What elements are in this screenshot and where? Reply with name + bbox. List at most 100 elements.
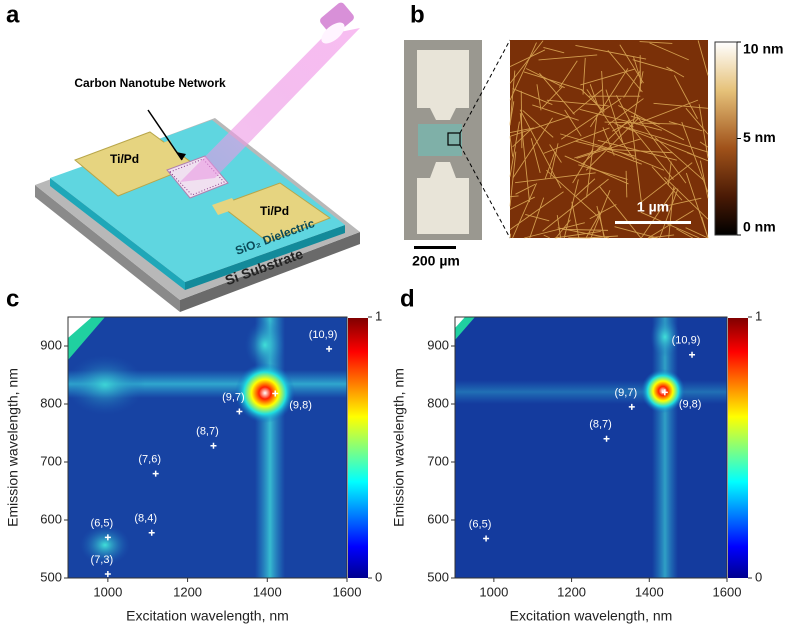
- afm-fiber: [649, 42, 689, 61]
- afm-fiber: [607, 50, 643, 93]
- point-label: (6,5): [469, 518, 492, 530]
- point-label: (9,8): [289, 399, 312, 411]
- afm-fiber: [664, 176, 709, 220]
- afm-fiber: [509, 49, 546, 68]
- colorbar: [348, 318, 368, 578]
- plot-frame: [67, 316, 348, 579]
- afm-fiber: [558, 60, 578, 88]
- colorbar-tick-label: 1: [375, 308, 382, 323]
- afm-fiber: [509, 196, 535, 210]
- afm-fiber: [560, 133, 613, 150]
- device-diagram: [35, 2, 360, 312]
- afm-fiber: [618, 105, 685, 141]
- y-tick-label: 500: [427, 569, 449, 584]
- afm-fiber: [581, 119, 630, 166]
- afm-fiber: [597, 148, 673, 154]
- afm-fiber: [651, 166, 683, 201]
- afm-fiber: [676, 228, 694, 239]
- afm-fiber: [636, 162, 693, 206]
- colorbar-tick-label: 0 nm: [743, 219, 776, 235]
- afm-fiber: [615, 95, 634, 128]
- panel-label: a: [6, 1, 20, 28]
- afm-fiber: [589, 84, 599, 106]
- afm-fiber: [686, 152, 709, 162]
- afm-scale-label: 1 µm: [637, 199, 669, 215]
- afm-fiber: [648, 234, 675, 239]
- afm-fiber: [585, 117, 640, 171]
- afm-fiber: [620, 151, 665, 171]
- afm-fiber: [536, 84, 542, 111]
- afm-fiber: [589, 204, 617, 220]
- optical-micrograph: [404, 39, 511, 249]
- afm-fiber: [634, 113, 687, 184]
- afm-fiber: [560, 98, 622, 140]
- point-label: (9,7): [614, 387, 637, 399]
- afm-fiber: [509, 151, 517, 207]
- afm-fiber: [514, 172, 596, 184]
- x-tick-label: 1000: [479, 584, 508, 599]
- afm-fiber: [509, 70, 516, 126]
- afm-fiber: [607, 98, 644, 126]
- panel-label: c: [6, 285, 19, 312]
- afm-fiber: [542, 178, 609, 232]
- afm-fiber: [666, 197, 702, 207]
- afm-fiber: [523, 71, 583, 91]
- point-label: (10,9): [672, 335, 701, 347]
- afm-fiber: [632, 59, 673, 72]
- point-label: (6,5): [91, 517, 114, 529]
- y-tick-label: 900: [40, 337, 62, 352]
- y-tick-label: 700: [40, 453, 62, 468]
- y-axis-label: Emission wavelength, nm: [5, 368, 21, 527]
- point-marker: [104, 534, 111, 541]
- afm-fiber: [654, 137, 704, 181]
- point-marker: [152, 470, 159, 477]
- point-marker: [689, 351, 696, 358]
- afm-fiber: [639, 41, 673, 44]
- afm-fiber: [681, 121, 709, 193]
- afm-fiber: [601, 70, 605, 113]
- afm-fiber: [685, 227, 709, 239]
- afm-fiber: [574, 140, 636, 157]
- x-axis-label: Excitation wavelength, nm: [510, 608, 673, 624]
- afm-fiber: [509, 121, 520, 177]
- afm-fiber: [614, 226, 658, 239]
- afm-fiber: [509, 42, 537, 101]
- afm-fiber: [550, 143, 559, 178]
- point-marker: [104, 570, 111, 577]
- y-tick-label: 800: [40, 395, 62, 410]
- x-tick-label: 1400: [253, 584, 282, 599]
- colorbar-tick-label: 0: [375, 569, 382, 584]
- afm-fiber: [611, 118, 636, 132]
- afm-fiber: [546, 99, 609, 107]
- afm-fiber: [685, 107, 709, 135]
- y-tick-label: 600: [40, 511, 62, 526]
- point-label: (7,6): [138, 454, 161, 466]
- scale-bar-label: 200 µm: [412, 253, 460, 269]
- afm-fiber: [509, 40, 544, 84]
- point-label: (10,9): [309, 329, 338, 341]
- pad-label: Ti/Pd: [110, 152, 139, 166]
- afm-fiber: [572, 89, 603, 115]
- pad-label: Ti/Pd: [260, 204, 289, 218]
- y-tick-label: 500: [40, 569, 62, 584]
- afm-fiber: [539, 72, 575, 115]
- afm-fiber: [525, 68, 565, 89]
- point-marker: [628, 403, 635, 410]
- afm-fiber: [647, 209, 694, 239]
- y-tick-label: 900: [427, 337, 449, 352]
- colorbar: [728, 318, 748, 578]
- afm-fiber: [697, 40, 709, 76]
- x-tick-label: 1200: [557, 584, 586, 599]
- afm-fiber: [590, 190, 611, 239]
- heatmap: [455, 317, 727, 578]
- afm-fiber: [512, 88, 553, 106]
- afm-fiber: [562, 228, 608, 231]
- point-label: (9,7): [222, 391, 245, 403]
- afm-fiber: [575, 45, 647, 60]
- afm-fiber: [543, 46, 565, 54]
- plot-frame: [454, 316, 728, 579]
- afm-fiber: [666, 66, 685, 78]
- afm-fiber: [515, 183, 536, 195]
- afm-fiber: [625, 170, 628, 198]
